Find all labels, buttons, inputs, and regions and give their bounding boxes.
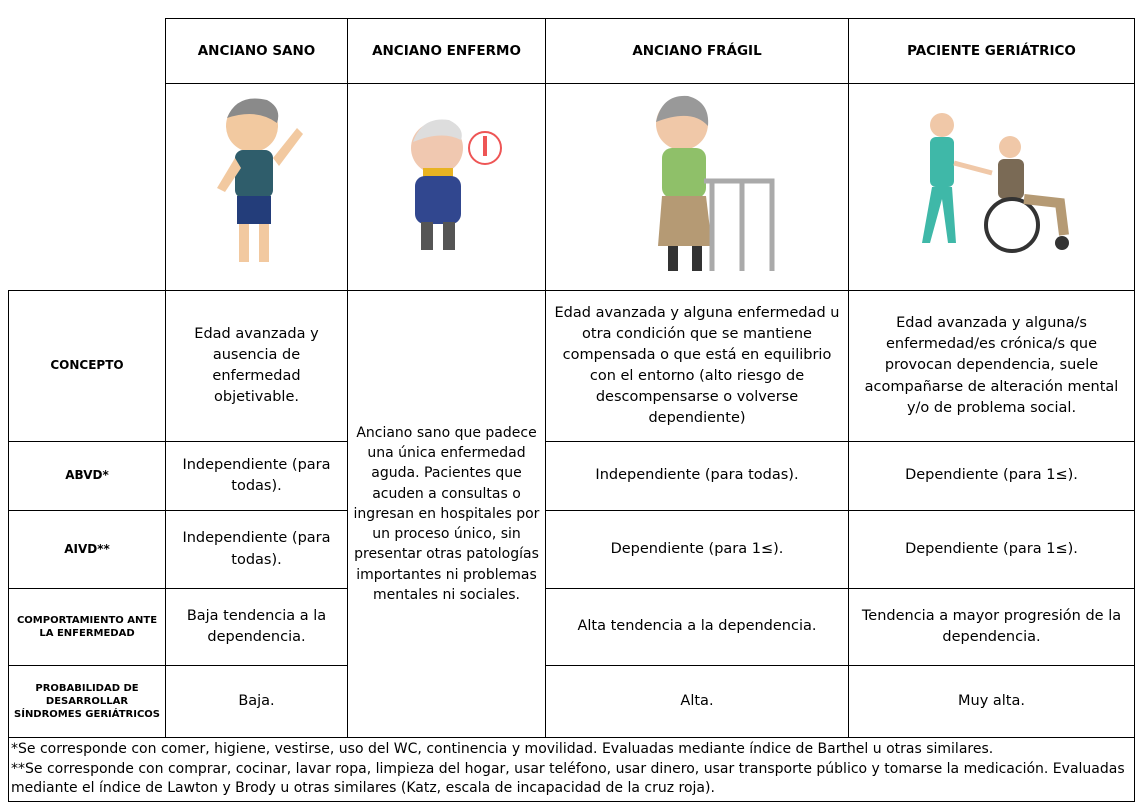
- comparison-table: ANCIANO SANO ANCIANO ENFERMO ANCIANO FRÁ…: [8, 18, 1135, 802]
- cell: Dependiente (para 1≤).: [545, 510, 849, 589]
- sick-elder-illustration: [410, 119, 502, 251]
- cell: Independiente (para todas).: [545, 441, 849, 511]
- row-label: ABVD*: [8, 441, 166, 511]
- row-label: AIVD**: [8, 510, 166, 589]
- healthy-elder-illustration: [216, 98, 303, 263]
- header: PACIENTE GERIÁTRICO: [848, 18, 1135, 84]
- blank-cell: [8, 18, 166, 291]
- geriatric-patient-illustration: [921, 113, 1069, 254]
- image-cell: [165, 83, 348, 291]
- cell: Muy alta.: [848, 665, 1135, 738]
- row-label: CONCEPTO: [8, 290, 166, 442]
- header: ANCIANO ENFERMO: [347, 18, 546, 84]
- cell: Alta tendencia a la dependencia.: [545, 588, 849, 666]
- cell: Baja tendencia a la dependencia.: [165, 588, 348, 666]
- cell: Baja.: [165, 665, 348, 738]
- cell: Independiente (para todas).: [165, 441, 348, 511]
- cell: Alta.: [545, 665, 849, 738]
- cell: Edad avanzada y alguna/s enfermedad/es c…: [848, 290, 1135, 442]
- footnotes: *Se corresponde con comer, higiene, vest…: [8, 737, 1135, 802]
- cell: Dependiente (para 1≤).: [848, 441, 1135, 511]
- header: ANCIANO SANO: [165, 18, 348, 84]
- cell: Tendencia a mayor progresión de la depen…: [848, 588, 1135, 666]
- footnote: *Se corresponde con comer, higiene, vest…: [11, 741, 994, 757]
- row-label: COMPORTAMIENTO ANTE LA ENFERMEDAD: [8, 588, 166, 666]
- cell: Anciano sano que padece una única enferm…: [347, 290, 546, 738]
- cell: Edad avanzada y alguna enfermedad u otra…: [545, 290, 849, 442]
- cell: Dependiente (para 1≤).: [848, 510, 1135, 589]
- header: ANCIANO FRÁGIL: [545, 18, 849, 84]
- frail-elder-illustration: [656, 95, 775, 271]
- cell: Edad avanzada y ausencia de enfermedad o…: [165, 290, 348, 442]
- footnote: **Se corresponde con comprar, cocinar, l…: [11, 760, 1125, 797]
- row-label: PROBABILIDAD DE DESARROLLAR SÍNDROMES GE…: [8, 665, 166, 738]
- image-cell: [848, 83, 1135, 291]
- image-cell: [347, 83, 546, 291]
- cell: Independiente (para todas).: [165, 510, 348, 589]
- image-cell: [545, 83, 849, 291]
